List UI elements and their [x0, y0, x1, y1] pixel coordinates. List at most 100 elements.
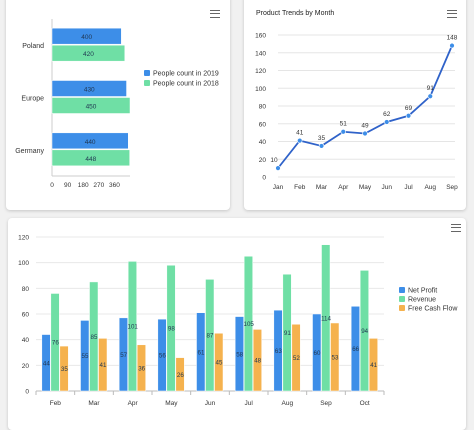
x-tick-label: Jan: [273, 184, 284, 191]
bar: [252, 329, 262, 392]
data-point: [340, 129, 346, 135]
bar: [157, 318, 167, 392]
data-label: 41: [296, 130, 304, 137]
data-point: [297, 137, 303, 144]
data-label: 400: [81, 34, 92, 41]
bar: [51, 149, 130, 167]
data-label: 101: [128, 324, 139, 331]
y-tick-label: 40: [259, 139, 267, 146]
x-tick-label: Mar: [88, 400, 100, 407]
data-label: 85: [91, 334, 98, 341]
x-tick-label: Feb: [294, 184, 306, 191]
data-label: 56: [159, 353, 166, 360]
data-label: 55: [82, 353, 89, 360]
people-count-chart-panel: Poland 400 420 Europe 430 450 Germany 440 448 0 90…: [6, 0, 230, 210]
data-label: 61: [198, 349, 205, 356]
data-label: 91: [284, 330, 291, 337]
data-label: 430: [84, 87, 95, 94]
bar: [127, 261, 137, 392]
data-label: 450: [86, 104, 97, 111]
bar: [51, 132, 129, 150]
data-label: 105: [244, 321, 255, 328]
x-tick-label: Jun: [205, 400, 216, 407]
y-tick-label: 80: [259, 104, 267, 111]
data-label: 53: [332, 354, 339, 361]
x-tick-label: Jun: [382, 184, 393, 191]
data-point: [405, 113, 412, 119]
bar: [359, 270, 369, 392]
bar: [368, 338, 378, 392]
y-tick-label: 60: [22, 312, 30, 319]
financial-chart: 0 20 40 60 80 100 120 44 76 35 Feb 55 85 41 Mar 57 101 36…: [18, 235, 458, 408]
y-tick-label: 120: [18, 235, 29, 242]
x-tick-label: Aug: [282, 400, 294, 407]
data-label: 10: [270, 157, 278, 164]
x-tick-label: 360: [109, 182, 120, 189]
bar: [330, 322, 340, 392]
data-label: 114: [321, 315, 331, 322]
data-label: 60: [314, 350, 321, 357]
bar: [98, 338, 108, 392]
product-trends-chart-panel: Product Trends by Month 0 20 40 60 80 100 120 14…: [244, 0, 466, 210]
legend-label: People count in 2018: [153, 81, 219, 88]
y-tick-label: 100: [18, 260, 29, 267]
legend-label: Net Profit: [408, 288, 437, 295]
bar: [89, 281, 99, 392]
data-label: 69: [405, 105, 413, 112]
y-tick-label: 140: [255, 50, 266, 57]
bar: [136, 344, 146, 392]
data-point: [427, 93, 433, 99]
people-count-chart: Poland 400 420 Europe 430 450 Germany 440 448 0 90…: [15, 19, 219, 189]
data-label: 51: [340, 121, 348, 128]
x-tick-label: Aug: [424, 184, 436, 191]
data-label: 94: [361, 328, 368, 335]
bar: [80, 320, 90, 392]
bar: [205, 279, 215, 392]
x-tick-label: 0: [50, 182, 54, 189]
bar: [312, 313, 322, 392]
bar: [273, 309, 283, 392]
data-label: 26: [177, 372, 184, 379]
data-label: 440: [85, 139, 96, 146]
data-point: [384, 119, 390, 125]
bar: [51, 80, 127, 97]
bar: [282, 273, 292, 392]
legend-label: Free Cash Flow: [408, 306, 458, 313]
bar: [175, 357, 185, 392]
bar: [59, 345, 69, 392]
series-line: [277, 45, 453, 169]
bar: [118, 317, 128, 392]
y-tick-label: 80: [22, 286, 30, 293]
x-tick-label: Apr: [128, 400, 139, 407]
x-tick-label: Apr: [338, 184, 349, 191]
legend-swatch: [399, 305, 405, 311]
y-tick-label: 0: [25, 389, 29, 396]
y-tick-label: 20: [22, 363, 30, 370]
data-label: 35: [318, 135, 326, 142]
bar: [350, 306, 360, 392]
bar: [243, 256, 253, 392]
data-label: 35: [61, 366, 68, 373]
y-tick-label: 100: [255, 86, 266, 93]
data-label: 49: [361, 123, 369, 130]
bar: [321, 244, 331, 392]
bar: [291, 324, 301, 392]
chart-menu-icon[interactable]: [210, 10, 220, 18]
data-label: 66: [352, 346, 359, 353]
bar: [166, 264, 176, 392]
x-tick-label: 90: [64, 182, 72, 189]
data-label: 48: [254, 358, 261, 365]
data-label: 91: [427, 85, 435, 92]
legend-swatch: [144, 70, 150, 76]
x-tick-label: May: [359, 184, 372, 191]
chart-menu-icon[interactable]: [451, 224, 461, 232]
bar: [51, 97, 131, 114]
x-tick-label: Sep: [446, 184, 458, 191]
data-point: [275, 165, 281, 171]
chart-menu-icon[interactable]: [447, 10, 457, 18]
data-label: 62: [383, 111, 391, 118]
bar: [51, 44, 126, 62]
data-label: 448: [85, 156, 96, 163]
chart-title: Product Trends by Month: [256, 10, 334, 17]
financial-chart-panel: 0 20 40 60 80 100 120 44 76 35 Feb 55 85 41 Mar 57 101 36…: [8, 218, 466, 430]
